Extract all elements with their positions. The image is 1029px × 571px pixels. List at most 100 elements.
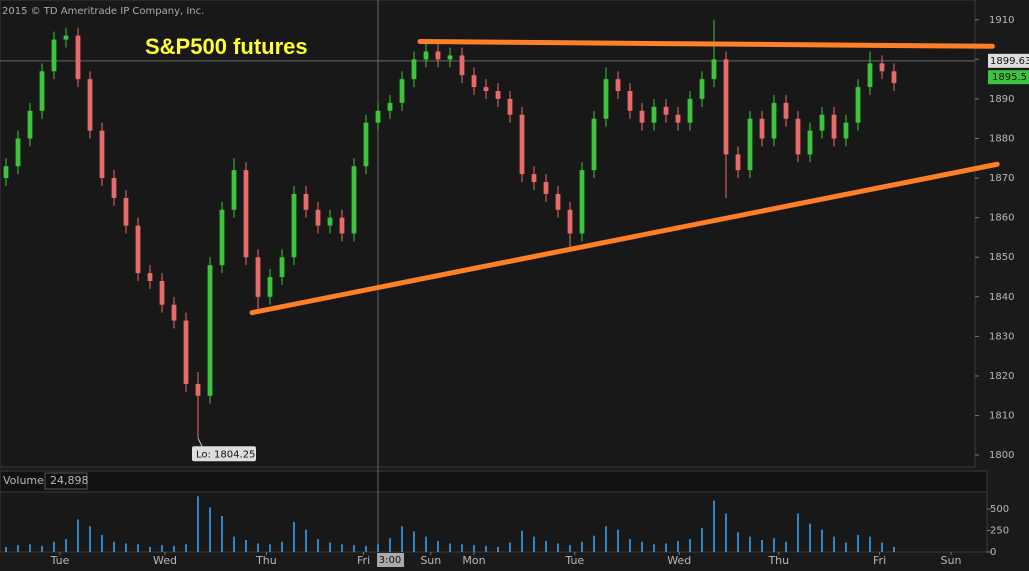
candle-body [363,122,369,167]
x-tick-label: Fri [873,554,886,567]
candle-body [759,118,765,139]
candle-body [495,91,501,99]
candle-body [279,257,285,278]
volume-bar [605,526,607,552]
candle-body [831,114,837,139]
x-tick-label: Tue [50,554,70,567]
y-tick-label: 1830 [989,331,1014,342]
candle-body [687,98,693,123]
candle-body [603,79,609,119]
y-tick-label: 1880 [989,134,1014,145]
candle-body [483,87,489,92]
candle-body [879,63,885,72]
volume-bar [305,529,307,552]
candle-body [183,320,189,384]
volume-bar [809,523,811,552]
volume-bar [629,539,631,552]
volume-bar [281,541,283,552]
candle-body [807,130,813,155]
candle-body [711,59,717,80]
candle-body [3,166,9,179]
volume-bar [53,541,55,552]
crosshair-x-label: 3:00 [379,555,401,566]
y-tick-label: 1820 [989,371,1014,382]
volume-bar [149,546,151,552]
candle-body [675,114,681,123]
volume-bar [389,538,391,552]
last-price-box [988,70,1029,85]
volume-bar [857,534,859,552]
candle-body [327,217,333,226]
y-tick-label: 1800 [989,450,1014,461]
volume-bar [893,546,895,552]
candle-body [579,170,585,234]
volume-bar [773,538,775,552]
candle-body [531,174,537,183]
volume-total: 24,898 [50,474,89,487]
candle-body [15,138,21,167]
volume-bar [689,539,691,552]
candle-body [447,55,453,60]
volume-bar [557,543,559,552]
candle-body [855,87,861,123]
candle-body [459,55,465,76]
chart-title: S&P500 futures [145,34,308,59]
y-tick-label: 1910 [989,15,1014,26]
candle-body [663,106,669,115]
volume-bar [449,543,451,552]
candle-body [735,154,741,171]
volume-bar [749,536,751,552]
volume-bar [77,519,79,552]
volume-bar [845,542,847,552]
candle-body [567,209,573,234]
candle-body [387,102,393,111]
candle-body [555,193,561,210]
candle-body [207,265,213,396]
volume-bar [125,543,127,552]
volume-bar [833,536,835,552]
y-tick-label: 1860 [989,213,1014,224]
crosshair-y-box [988,53,1029,68]
volume-bar [509,542,511,552]
candle-body [591,118,597,171]
x-tick-label: Sun [420,554,441,567]
candle-body [255,257,261,297]
x-tick-label: Wed [153,554,177,567]
candle-body [315,209,321,226]
candle-body [171,304,177,321]
candle-body [111,178,117,198]
volume-bar [737,532,739,552]
candle-body [123,197,129,226]
volume-bar [29,544,31,552]
candle-body [267,277,273,297]
volume-bar [17,545,19,552]
volume-bar [881,542,883,552]
volume-bar [41,546,43,552]
candle-body [771,102,777,139]
candle-body [471,75,477,88]
candle-body [195,383,201,396]
candle-body [411,59,417,80]
volume-bar [701,528,703,552]
x-tick-label: Mon [462,554,485,567]
volume-bar [473,545,475,552]
candle-body [339,217,345,234]
candle-body [399,79,405,103]
candle-body [867,63,873,88]
volume-bar [269,544,271,552]
candle-body [303,193,309,210]
volume-bar [353,545,355,552]
trendline [249,161,1000,316]
volume-bar [5,546,7,552]
volume-tick-label: 500 [990,504,1009,515]
volume-bar [245,540,247,552]
candle-body [507,98,513,115]
volume-tick-label: 0 [990,547,996,558]
volume-bar [329,542,331,552]
trendline [417,39,995,49]
crosshair-y-label: 1899.63 [990,56,1029,67]
candle-body [39,71,45,111]
volume-bar [617,529,619,552]
volume-bar [761,540,763,552]
